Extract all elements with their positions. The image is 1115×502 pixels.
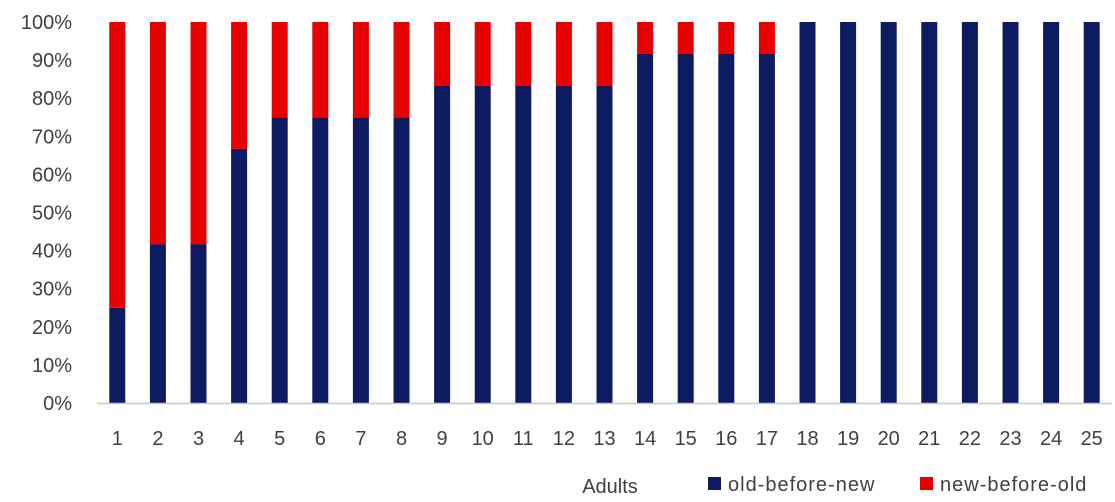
bar-old-before-new-17 <box>758 53 775 404</box>
bar-old-before-new-25 <box>1083 22 1100 403</box>
x-tick-label: 19 <box>837 428 859 450</box>
bar-old-before-new-21 <box>921 22 938 403</box>
legend: old-before-new new-before-old <box>708 474 1087 496</box>
bar-old-before-new-8 <box>393 117 410 403</box>
x-tick-label: 6 <box>315 428 326 450</box>
legend-label-new-before-old: new-before-old <box>940 474 1087 496</box>
bar-old-before-new-9 <box>434 85 451 403</box>
bar-old-before-new-5 <box>271 117 288 403</box>
y-tick-label: 60% <box>32 164 72 186</box>
y-tick-label: 90% <box>32 50 72 72</box>
legend-swatch-old-before-new <box>708 477 721 490</box>
bar-old-before-new-23 <box>1002 22 1019 403</box>
legend-swatch-new-before-old <box>920 477 933 490</box>
x-tick-label: 14 <box>634 428 656 450</box>
x-tick-label: 9 <box>437 428 448 450</box>
x-tick-label: 8 <box>396 428 407 450</box>
bar-old-before-new-12 <box>555 85 572 403</box>
bar-old-before-new-10 <box>474 85 491 403</box>
bar-old-before-new-18 <box>799 22 816 403</box>
bar-new-before-old-15 <box>677 22 694 54</box>
y-tick-label: 20% <box>32 317 72 339</box>
x-axis-ticks: 1 2 3 4 5 6 7 8 9 10 11 12 13 14 15 16 17 18 19 20 21 22 23 24 2… <box>112 428 1103 450</box>
x-tick-label: 12 <box>553 428 575 450</box>
x-tick-label: 4 <box>234 428 245 450</box>
bars-group <box>109 22 1100 404</box>
x-tick-label: 18 <box>796 428 818 450</box>
x-tick-label: 24 <box>1040 428 1062 450</box>
bar-old-before-new-15 <box>677 53 694 404</box>
bar-old-before-new-20 <box>880 22 897 403</box>
y-tick-label: 80% <box>32 88 72 110</box>
bar-old-before-new-2 <box>149 244 166 403</box>
legend-label-old-before-new: old-before-new <box>728 474 875 496</box>
bar-new-before-old-1 <box>109 22 126 308</box>
bar-old-before-new-7 <box>352 117 369 403</box>
bar-old-before-new-16 <box>718 53 735 404</box>
x-tick-label: 7 <box>355 428 366 450</box>
x-tick-label: 20 <box>878 428 900 450</box>
bar-new-before-old-17 <box>758 22 775 54</box>
y-axis-ticks: 0% 10% 20% 30% 40% 50% 60% 70% 80% 90% 100% <box>21 12 72 415</box>
bar-new-before-old-14 <box>637 22 654 54</box>
bar-old-before-new-13 <box>596 85 613 403</box>
x-tick-label: 2 <box>152 428 163 450</box>
bar-new-before-old-4 <box>231 22 248 149</box>
x-tick-label: 11 <box>513 428 534 450</box>
bar-old-before-new-3 <box>190 244 207 403</box>
x-tick-label: 23 <box>999 428 1021 450</box>
x-axis-title: Adults <box>582 476 638 498</box>
y-tick-label: 70% <box>32 126 72 148</box>
y-tick-label: 100% <box>21 12 72 34</box>
x-tick-label: 25 <box>1081 428 1103 450</box>
bar-new-before-old-6 <box>312 22 329 118</box>
bar-old-before-new-6 <box>312 117 329 403</box>
x-tick-label: 10 <box>472 428 494 450</box>
bar-new-before-old-13 <box>596 22 613 86</box>
x-tick-label: 5 <box>274 428 285 450</box>
bar-old-before-new-19 <box>840 22 857 403</box>
x-tick-label: 16 <box>715 428 737 450</box>
bar-old-before-new-1 <box>109 307 126 403</box>
y-tick-label: 30% <box>32 279 72 301</box>
x-tick-label: 15 <box>675 428 697 450</box>
x-tick-label: 1 <box>112 428 123 450</box>
bar-new-before-old-5 <box>271 22 288 118</box>
bar-old-before-new-22 <box>961 22 978 403</box>
x-tick-label: 13 <box>593 428 615 450</box>
x-tick-label: 21 <box>918 428 940 450</box>
y-tick-label: 10% <box>32 355 72 377</box>
bar-new-before-old-10 <box>474 22 491 86</box>
x-tick-label: 3 <box>193 428 204 450</box>
x-tick-label: 17 <box>756 428 778 450</box>
bar-old-before-new-14 <box>637 53 654 404</box>
bar-new-before-old-9 <box>434 22 451 86</box>
bar-old-before-new-11 <box>515 85 532 403</box>
bar-new-before-old-8 <box>393 22 410 118</box>
y-tick-label: 50% <box>32 203 72 225</box>
bar-new-before-old-3 <box>190 22 207 245</box>
y-tick-label: 0% <box>43 393 72 415</box>
bar-old-before-new-4 <box>231 148 248 403</box>
bar-old-before-new-24 <box>1043 22 1060 403</box>
bar-new-before-old-12 <box>555 22 572 86</box>
y-tick-label: 40% <box>32 241 72 263</box>
bar-new-before-old-2 <box>149 22 166 245</box>
bar-new-before-old-11 <box>515 22 532 86</box>
bar-new-before-old-7 <box>352 22 369 118</box>
bar-new-before-old-16 <box>718 22 735 54</box>
x-tick-label: 22 <box>959 428 981 450</box>
